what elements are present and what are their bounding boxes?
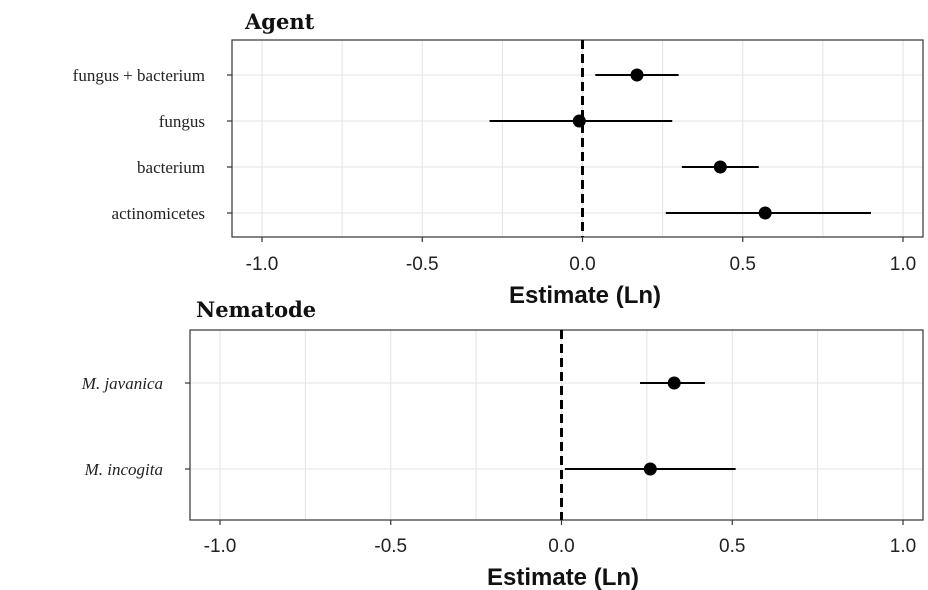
agent-x-tick-label: -1.0	[246, 254, 279, 275]
agent-x-axis-label: Estimate (Ln)	[509, 282, 661, 309]
agent-estimate-point	[758, 206, 772, 220]
agent-estimate-point	[630, 68, 644, 82]
agent-category-label: fungus + bacterium	[73, 66, 205, 85]
agent-x-tick-label: 0.0	[569, 254, 595, 275]
agent-x-tick-label: 1.0	[890, 254, 916, 275]
agent-panel: Agent Estimate (Ln) -1.0 -0.5 0.0 0.5 1.0 fun…	[73, 9, 924, 309]
nematode-panel-title: Nematode	[196, 297, 316, 322]
nematode-x-tick-label: 0.5	[719, 536, 745, 557]
agent-x-tick-label: -0.5	[406, 254, 439, 275]
nematode-panel-border	[189, 329, 924, 521]
nematode-x-tick-label: 0.0	[548, 536, 574, 557]
agent-panel-title: Agent	[244, 9, 315, 34]
nematode-estimate-point	[667, 376, 681, 390]
agent-category-label: bacterium	[137, 158, 205, 177]
agent-category-label: actinomicetes	[112, 204, 205, 223]
agent-x-tick-label: 0.5	[730, 254, 756, 275]
nematode-plot-area	[190, 330, 923, 520]
nematode-x-tick-label: -0.5	[374, 536, 407, 557]
nematode-x-tick-label: 1.0	[890, 536, 916, 557]
agent-panel-border	[231, 39, 924, 238]
nematode-category-label: M. incogita	[84, 460, 163, 479]
agent-category-label: fungus	[159, 112, 205, 131]
agent-estimate-point	[572, 114, 586, 128]
nematode-panel: Nematode Estimate (Ln) -1.0 -0.5 0.0 0.5 1.0…	[81, 297, 924, 590]
agent-plot-area	[232, 40, 923, 237]
nematode-x-tick-label: -1.0	[204, 536, 237, 557]
nematode-category-label: M. javanica	[81, 374, 163, 393]
agent-estimate-point	[713, 160, 727, 174]
nematode-estimate-point	[643, 462, 657, 476]
nematode-x-axis-label: Estimate (Ln)	[487, 564, 639, 590]
